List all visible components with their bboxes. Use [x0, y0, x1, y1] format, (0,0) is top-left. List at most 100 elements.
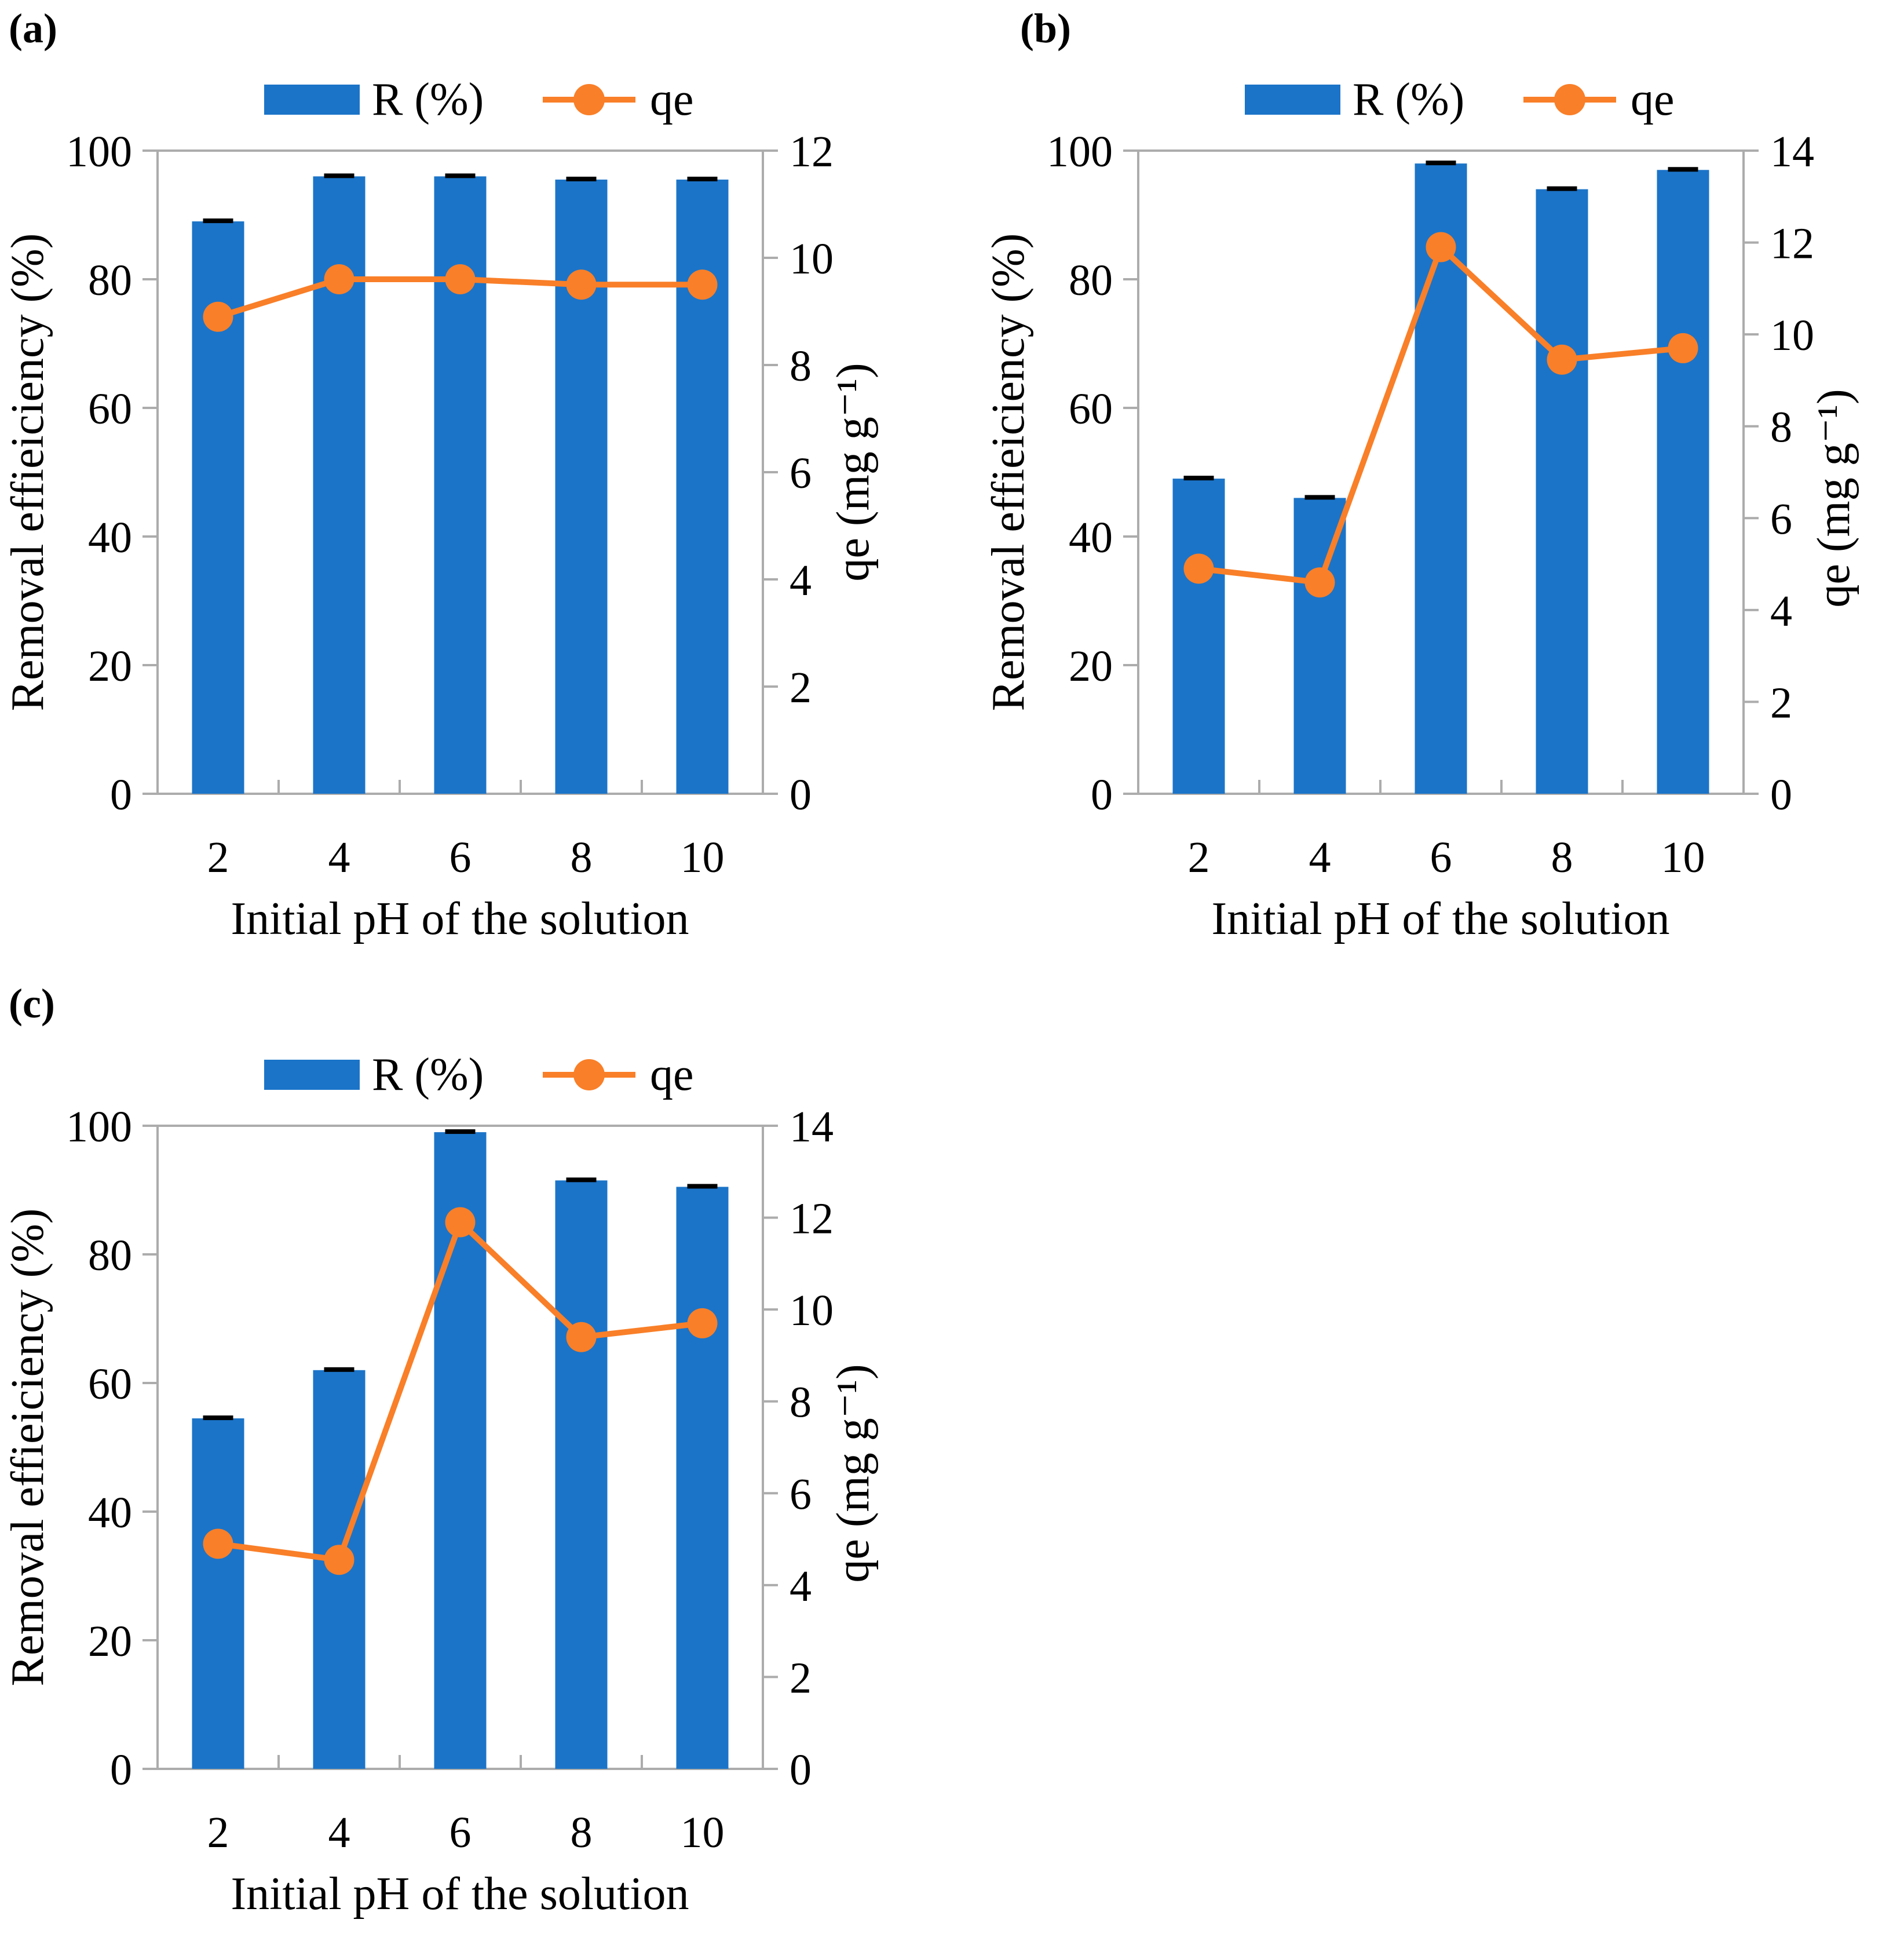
- x-category-label: 4: [328, 833, 350, 882]
- x-category-label: 6: [449, 833, 472, 882]
- left-tick-label: 20: [88, 642, 132, 691]
- right-tick-label: 4: [1770, 587, 1792, 636]
- legend-bar-label: R (%): [1353, 74, 1464, 125]
- y-axis-left-title: Removal effieiciency (%): [7, 233, 53, 711]
- bar: [555, 1180, 608, 1769]
- x-category-label: 6: [449, 1808, 472, 1857]
- left-tick-label: 100: [66, 127, 132, 176]
- left-tick-label: 60: [88, 1360, 132, 1408]
- x-axis-title: Initial pH of the solution: [231, 1869, 689, 1920]
- error-bar-cap: [203, 218, 233, 224]
- right-tick-label: 6: [1770, 495, 1792, 543]
- left-tick-label: 80: [88, 256, 132, 305]
- error-bar-cap: [1668, 167, 1698, 172]
- error-bar-cap: [1183, 476, 1214, 481]
- legend-bar-swatch: [264, 85, 360, 115]
- qe-marker: [566, 269, 597, 300]
- y-axis-right-title: qe (mg g⁻¹): [828, 363, 879, 581]
- left-tick-label: 80: [1069, 256, 1113, 305]
- qe-marker: [687, 269, 718, 300]
- right-tick-label: 6: [790, 1470, 812, 1519]
- right-tick-label: 4: [790, 556, 812, 605]
- plot-area: 0 20 40 60 80 100 0 2 4 6 8 10 12 14 2 4 6 8 10: [1047, 127, 1814, 882]
- legend-bar-label: R (%): [372, 1049, 484, 1100]
- right-tick-label: 0: [1770, 771, 1792, 819]
- qe-marker: [203, 1528, 233, 1559]
- right-tick-label: 0: [790, 771, 812, 819]
- bar: [192, 1418, 244, 1769]
- left-tick-label: 100: [1047, 127, 1113, 176]
- qe-marker: [445, 264, 476, 294]
- qe-marker: [1183, 553, 1214, 584]
- bar: [676, 1187, 729, 1769]
- error-bar-cap: [445, 173, 476, 178]
- x-axis-title: Initial pH of the solution: [231, 893, 689, 944]
- error-bar-cap: [203, 1415, 233, 1421]
- y-axis-right-title: qe (mg g⁻¹): [828, 1364, 879, 1582]
- left-tick-label: 60: [1069, 385, 1113, 433]
- x-category-label: 10: [681, 833, 725, 882]
- right-tick-label: 6: [790, 449, 812, 498]
- right-tick-label: 2: [1770, 678, 1792, 727]
- right-tick-label: 2: [790, 1654, 812, 1702]
- error-bar-cap: [324, 1367, 355, 1372]
- panel-c: (c) R (%) qe Removal effieiciency (%) qe…: [0, 975, 952, 1934]
- right-tick-label: 4: [790, 1562, 812, 1611]
- right-tick-label: 10: [790, 235, 834, 283]
- panel-b-label: (b): [1020, 5, 1071, 52]
- x-category-label: 8: [1551, 833, 1573, 882]
- qe-marker: [1304, 567, 1335, 598]
- x-category-label: 2: [1188, 833, 1210, 882]
- chart-b-canvas: R (%) qe Removal effieiciency (%) qe (mg…: [988, 74, 1859, 944]
- panel-b: (b) R (%) qe Removal effieiciency (%) qe…: [952, 0, 1903, 959]
- right-tick-label: 14: [790, 1103, 834, 1151]
- panel-c-label: (c): [9, 980, 55, 1027]
- left-tick-label: 60: [88, 385, 132, 433]
- x-category-label: 8: [571, 833, 593, 882]
- x-category-label: 10: [1661, 833, 1705, 882]
- error-bar-cap: [687, 1184, 718, 1189]
- right-tick-label: 12: [790, 127, 834, 176]
- figure-top-row: (a) R (%) qe Removal effieiciency (%) qe…: [0, 0, 1904, 959]
- right-tick-label: 8: [790, 1378, 812, 1427]
- x-category-label: 4: [328, 1808, 350, 1857]
- legend-line-marker: [573, 84, 605, 115]
- left-tick-label: 40: [1069, 513, 1113, 562]
- legend-line-label: qe: [1631, 74, 1675, 125]
- bar: [1293, 498, 1346, 794]
- qe-marker: [1426, 232, 1456, 262]
- y-axis-left-title: Removal effieiciency (%): [7, 1209, 53, 1687]
- x-category-label: 2: [207, 833, 229, 882]
- right-tick-label: 2: [790, 663, 812, 712]
- legend: R (%) qe: [264, 74, 694, 125]
- qe-marker: [1668, 333, 1698, 363]
- bar: [1536, 189, 1588, 794]
- legend-bar-swatch: [264, 1060, 360, 1090]
- qe-marker: [1547, 344, 1577, 375]
- plot-area: 0 20 40 60 80 100 0 2 4 6 8 10 12 14 2 4 6 8 10: [66, 1103, 834, 1857]
- chart-c-canvas: R (%) qe Removal effieiciency (%) qe (mg…: [7, 1049, 879, 1920]
- figure-bottom-row: (c) R (%) qe Removal effieiciency (%) qe…: [0, 975, 1904, 1934]
- x-category-label: 4: [1309, 833, 1331, 882]
- left-tick-label: 100: [66, 1103, 132, 1151]
- right-tick-label: 12: [1770, 220, 1814, 268]
- right-tick-label: 14: [1770, 127, 1814, 176]
- left-tick-label: 0: [1091, 771, 1113, 819]
- left-tick-label: 20: [1069, 642, 1113, 691]
- right-tick-label: 10: [790, 1286, 834, 1335]
- left-tick-label: 80: [88, 1231, 132, 1280]
- legend: R (%) qe: [264, 1049, 694, 1100]
- legend-line-label: qe: [650, 1049, 694, 1100]
- legend-line-marker: [573, 1059, 605, 1090]
- left-tick-label: 20: [88, 1617, 132, 1666]
- y-axis-right-title: qe (mg g⁻¹): [1808, 389, 1859, 607]
- qe-marker: [324, 264, 355, 294]
- right-tick-label: 0: [790, 1746, 812, 1794]
- qe-marker: [324, 1545, 355, 1575]
- legend-bar-swatch: [1245, 85, 1340, 115]
- bar: [1415, 163, 1467, 794]
- error-bar-cap: [324, 173, 355, 178]
- left-tick-label: 0: [110, 771, 132, 819]
- error-bar-cap: [566, 176, 597, 181]
